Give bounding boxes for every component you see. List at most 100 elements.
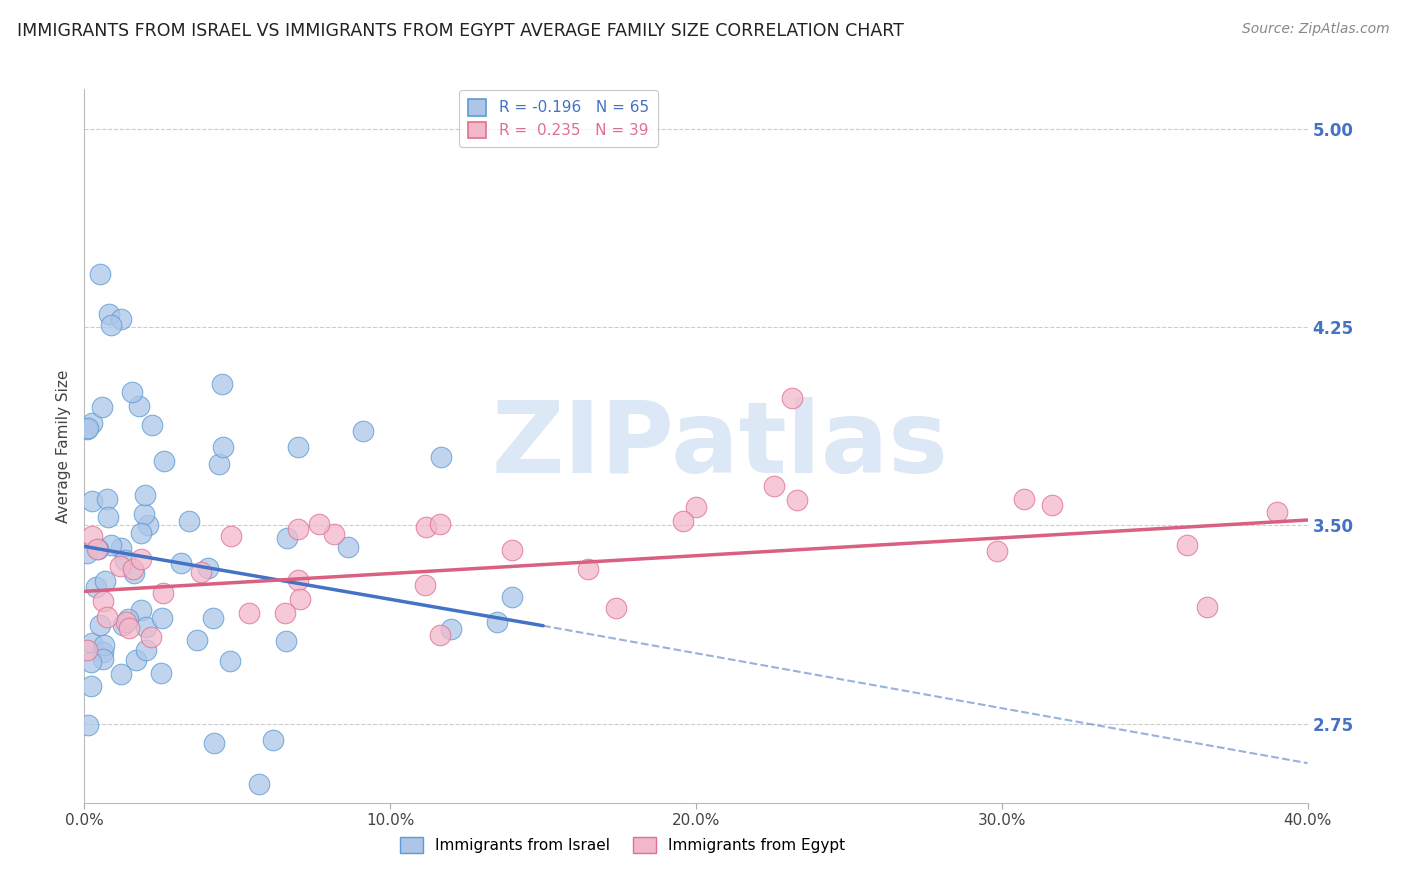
Point	[96, 492, 118, 507]
Legend: Immigrants from Israel, Immigrants from Egypt: Immigrants from Israel, Immigrants from …	[394, 830, 852, 859]
Point	[287, 440, 309, 454]
Point	[115, 615, 138, 629]
Point	[135, 642, 157, 657]
Point	[1040, 498, 1063, 512]
Point	[152, 611, 174, 625]
Point	[201, 611, 224, 625]
Point	[97, 510, 120, 524]
Point	[211, 377, 233, 392]
Point	[786, 492, 808, 507]
Point	[76, 643, 98, 657]
Y-axis label: Average Family Size: Average Family Size	[56, 369, 72, 523]
Point	[1014, 491, 1036, 506]
Point	[129, 552, 152, 566]
Point	[501, 542, 523, 557]
Point	[337, 540, 360, 554]
Point	[110, 541, 132, 556]
Point	[79, 656, 101, 670]
Point	[440, 622, 463, 636]
Text: ZIPatlas: ZIPatlas	[492, 398, 949, 494]
Point	[122, 566, 145, 580]
Point	[780, 392, 803, 406]
Point	[219, 654, 242, 668]
Point	[190, 565, 212, 579]
Point	[100, 318, 122, 333]
Point	[287, 522, 309, 536]
Point	[276, 531, 298, 545]
Point	[141, 417, 163, 432]
Point	[129, 603, 152, 617]
Point	[276, 633, 298, 648]
Point	[288, 591, 311, 606]
Point	[763, 479, 786, 493]
Point	[89, 267, 111, 281]
Point	[93, 638, 115, 652]
Point	[96, 609, 118, 624]
Point	[502, 590, 524, 604]
Point	[125, 652, 148, 666]
Point	[91, 594, 114, 608]
Point	[136, 518, 159, 533]
Point	[486, 615, 509, 629]
Point	[287, 573, 309, 587]
Point	[76, 422, 98, 436]
Text: IMMIGRANTS FROM ISRAEL VS IMMIGRANTS FROM EGYPT AVERAGE FAMILY SIZE CORRELATION : IMMIGRANTS FROM ISRAEL VS IMMIGRANTS FRO…	[17, 22, 904, 40]
Point	[415, 520, 437, 534]
Point	[89, 618, 111, 632]
Point	[97, 307, 120, 321]
Point	[139, 630, 162, 644]
Point	[100, 538, 122, 552]
Point	[82, 529, 104, 543]
Point	[111, 618, 134, 632]
Point	[128, 400, 150, 414]
Point	[685, 500, 707, 514]
Point	[352, 424, 374, 438]
Point	[77, 718, 100, 732]
Point	[94, 574, 117, 588]
Point	[186, 633, 208, 648]
Point	[118, 621, 141, 635]
Point	[110, 666, 132, 681]
Point	[108, 558, 131, 573]
Point	[605, 601, 627, 615]
Point	[114, 553, 136, 567]
Point	[129, 525, 152, 540]
Point	[76, 421, 98, 435]
Point	[134, 488, 156, 502]
Point	[80, 636, 103, 650]
Point	[91, 645, 114, 659]
Point	[86, 542, 108, 557]
Point	[90, 400, 112, 414]
Point	[197, 561, 219, 575]
Point	[82, 416, 104, 430]
Point	[1175, 538, 1198, 552]
Point	[1195, 599, 1218, 614]
Point	[262, 733, 284, 747]
Point	[84, 580, 107, 594]
Point	[132, 507, 155, 521]
Point	[322, 527, 344, 541]
Point	[121, 562, 143, 576]
Point	[80, 494, 103, 508]
Point	[117, 611, 139, 625]
Point	[429, 516, 451, 531]
Point	[212, 440, 235, 454]
Point	[1265, 505, 1288, 519]
Point	[247, 777, 270, 791]
Point	[152, 453, 174, 467]
Point	[79, 679, 101, 693]
Point	[986, 544, 1008, 558]
Point	[87, 541, 110, 556]
Point	[308, 517, 330, 532]
Point	[169, 556, 191, 570]
Point	[413, 578, 436, 592]
Point	[274, 606, 297, 620]
Point	[202, 736, 225, 750]
Point	[576, 562, 599, 576]
Point	[152, 585, 174, 599]
Point	[672, 514, 695, 528]
Point	[179, 514, 201, 528]
Point	[238, 606, 260, 620]
Point	[76, 546, 98, 560]
Point	[208, 458, 231, 472]
